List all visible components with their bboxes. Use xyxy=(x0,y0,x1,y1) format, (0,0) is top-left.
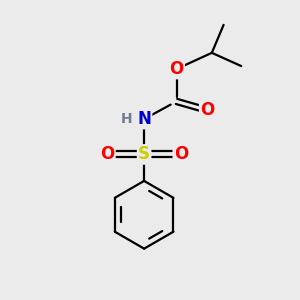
Text: N: N xyxy=(137,110,151,128)
Text: O: O xyxy=(174,146,188,164)
Text: O: O xyxy=(200,101,214,119)
Text: O: O xyxy=(100,146,114,164)
Text: S: S xyxy=(138,146,150,164)
Text: O: O xyxy=(169,60,184,78)
Text: H: H xyxy=(121,112,133,126)
